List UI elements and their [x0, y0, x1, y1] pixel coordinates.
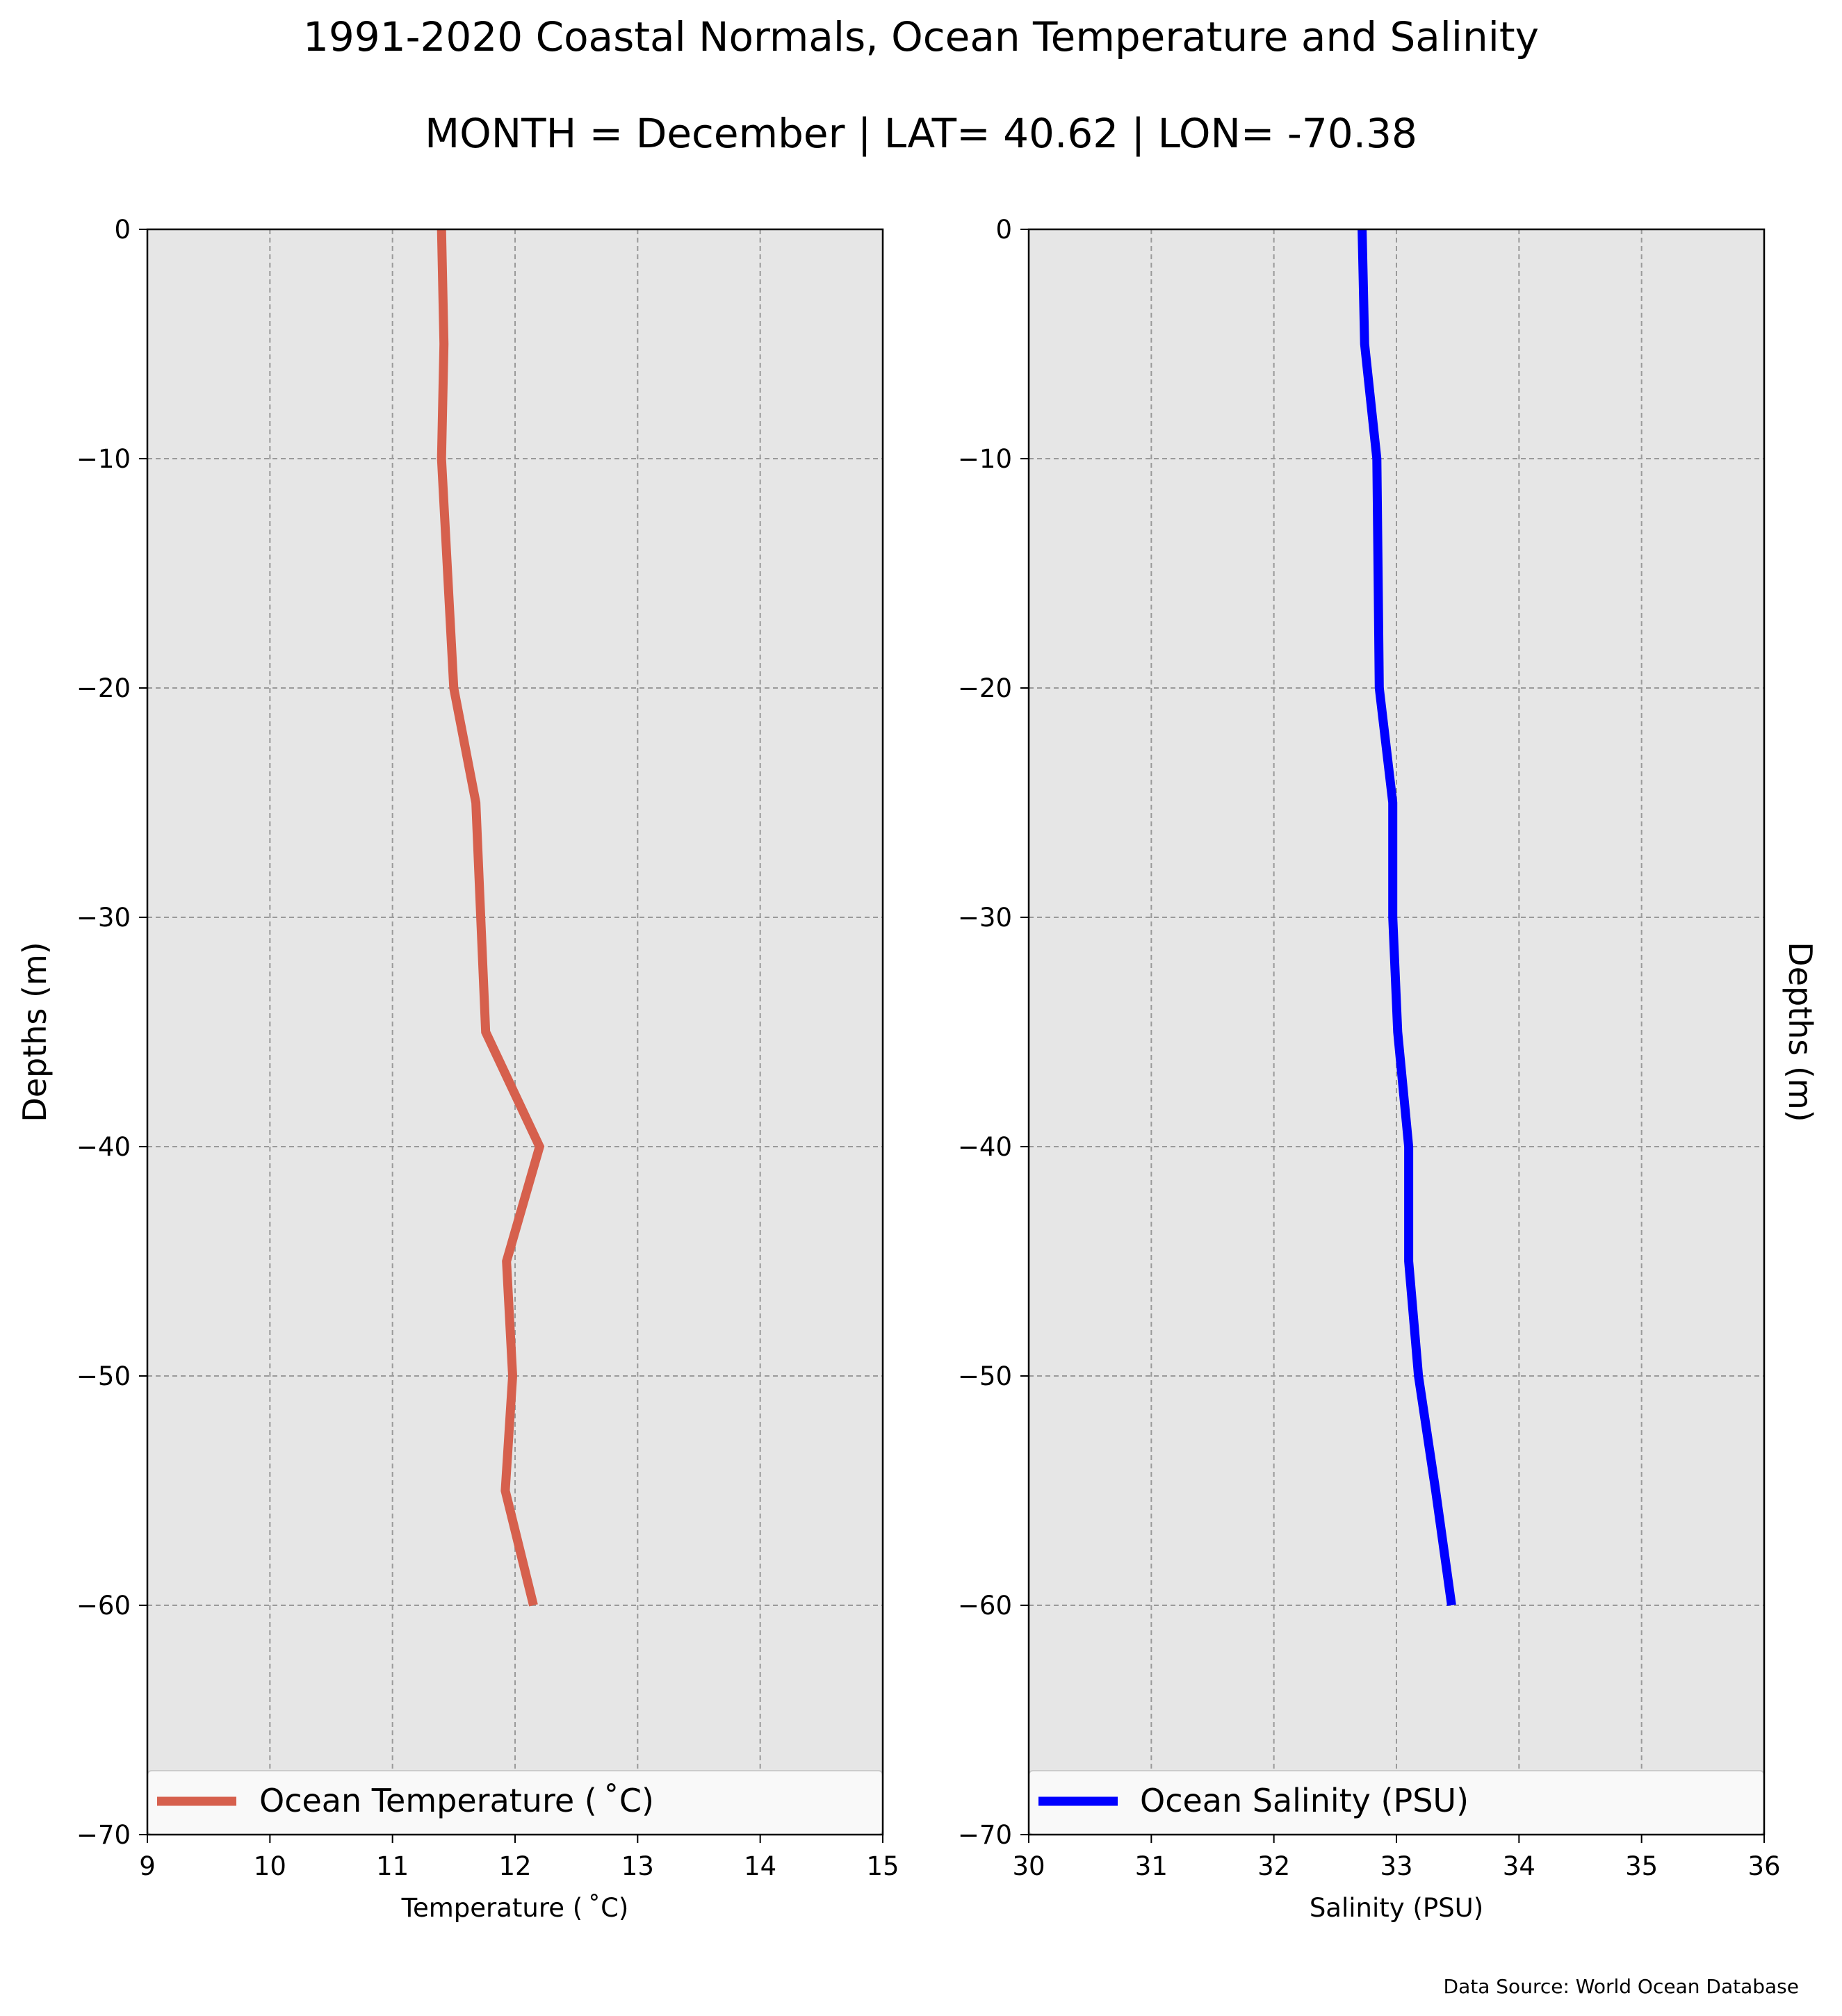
- temperature-y-tick-label: −60: [76, 1591, 131, 1621]
- temperature-data-point: [531, 1603, 535, 1607]
- salinity-data-point: [1362, 342, 1367, 346]
- salinity-y-tick-label: −70: [958, 1820, 1012, 1850]
- salinity-data-point: [1433, 1489, 1437, 1493]
- salinity-data-point: [1396, 1030, 1400, 1034]
- temperature-x-tick-label: 13: [621, 1851, 654, 1881]
- salinity-data-point: [1377, 686, 1381, 690]
- temperature-series-line: [437, 229, 545, 1607]
- temperature-y-axis-label: Depths (m): [16, 942, 54, 1122]
- salinity-data-point: [1391, 915, 1395, 919]
- temperature-y-tick-label: 0: [114, 215, 131, 245]
- temperature-y-tick-label: −20: [76, 673, 131, 703]
- salinity-x-tick-label: 35: [1625, 1851, 1658, 1881]
- temperature-x-tick-label: 9: [139, 1851, 156, 1881]
- salinity-x-tick-label: 30: [1012, 1851, 1045, 1881]
- temperature-x-tick-label: 12: [498, 1851, 531, 1881]
- salinity-panel: Ocean Salinity (PSU) 30 31 32 33 34 35 36 0 −10 −…: [958, 215, 1819, 1923]
- temperature-legend-label: Ocean Temperature ( ˚C): [259, 1782, 654, 1819]
- salinity-y-axis-label: Depths (m): [1782, 942, 1819, 1122]
- salinity-y-tick-label: −10: [958, 444, 1012, 474]
- temperature-ticks: 9 10 11 12 13 14 15 0 −10 −20 −30 −40 −50 −60 −70: [76, 215, 899, 1881]
- salinity-data-point: [1391, 801, 1395, 805]
- temperature-x-tick-label: 15: [866, 1851, 899, 1881]
- temperature-y-tick-label: −10: [76, 444, 131, 474]
- temperature-gridlines: [147, 229, 883, 1835]
- salinity-x-axis-label: Salinity (PSU): [1310, 1893, 1483, 1923]
- salinity-y-tick-label: −40: [958, 1132, 1012, 1162]
- salinity-x-tick-label: 32: [1257, 1851, 1290, 1881]
- temperature-legend: Ocean Temperature ( ˚C): [147, 1770, 883, 1835]
- temperature-panel: Ocean Temperature ( ˚C) 9 10 11 12 13 14 15 0 −1…: [16, 215, 899, 1923]
- temperature-x-tick-label: 11: [376, 1851, 409, 1881]
- salinity-x-tick-label: 31: [1135, 1851, 1168, 1881]
- figure-title-line2: MONTH = December | LAT= 40.62 | LON= -70…: [425, 110, 1417, 157]
- salinity-data-point: [1417, 1374, 1421, 1378]
- salinity-data-point: [1376, 571, 1380, 575]
- temperature-data-point: [442, 342, 446, 346]
- temperature-y-tick-label: −30: [76, 903, 131, 933]
- temperature-x-tick-label: 14: [744, 1851, 776, 1881]
- data-source-note: Data Source: World Ocean Database: [1444, 1975, 1799, 1998]
- salinity-legend-label: Ocean Salinity (PSU): [1140, 1782, 1469, 1819]
- salinity-data-point: [1449, 1603, 1453, 1607]
- salinity-ticks: 30 31 32 33 34 35 36 0 −10 −20 −30 −40 −50 −60 −70: [958, 215, 1781, 1881]
- salinity-x-tick-label: 33: [1380, 1851, 1412, 1881]
- salinity-data-point: [1407, 1259, 1411, 1263]
- temperature-data-point: [479, 915, 483, 919]
- salinity-y-tick-label: −30: [958, 903, 1012, 933]
- salinity-y-tick-label: −20: [958, 673, 1012, 703]
- temperature-data-point: [446, 571, 450, 575]
- temperature-data-point: [505, 1259, 509, 1263]
- salinity-y-tick-label: −50: [958, 1361, 1012, 1391]
- salinity-y-tick-label: 0: [995, 215, 1012, 245]
- temperature-y-tick-label: −40: [76, 1132, 131, 1162]
- salinity-y-tick-label: −60: [958, 1591, 1012, 1621]
- temperature-data-point: [510, 1374, 514, 1378]
- salinity-data-point: [1375, 457, 1379, 461]
- temperature-data-point: [503, 1489, 507, 1493]
- temperature-y-tick-label: −70: [76, 1820, 131, 1850]
- figure-title-line1: 1991-2020 Coastal Normals, Ocean Tempera…: [303, 13, 1539, 60]
- temperature-series-lines: [437, 229, 545, 1607]
- salinity-legend: Ocean Salinity (PSU): [1028, 1770, 1765, 1835]
- temperature-data-point: [537, 1145, 541, 1149]
- temperature-data-point: [439, 457, 443, 461]
- salinity-x-tick-label: 36: [1747, 1851, 1780, 1881]
- temperature-x-axis-label: Temperature ( ˚C): [401, 1893, 629, 1923]
- salinity-series-lines: [1358, 229, 1456, 1607]
- temperature-data-point: [474, 801, 478, 805]
- temperature-x-tick-label: 10: [254, 1851, 286, 1881]
- temperature-data-point: [452, 686, 456, 690]
- salinity-data-point: [1407, 1145, 1411, 1149]
- temperature-y-tick-label: −50: [76, 1361, 131, 1391]
- salinity-x-tick-label: 34: [1503, 1851, 1535, 1881]
- temperature-data-point: [484, 1030, 488, 1034]
- salinity-series-line: [1358, 229, 1456, 1606]
